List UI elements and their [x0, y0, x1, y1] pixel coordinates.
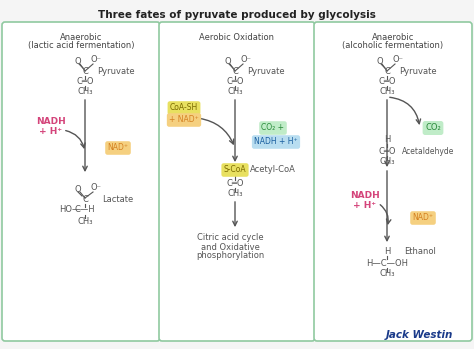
- Text: C═O: C═O: [378, 76, 396, 86]
- Text: NAD⁺: NAD⁺: [108, 143, 128, 153]
- Text: Acetyl-CoA: Acetyl-CoA: [250, 165, 296, 174]
- Text: CH₃: CH₃: [227, 190, 243, 199]
- Text: CH₃: CH₃: [77, 216, 93, 225]
- Text: Lactate: Lactate: [102, 195, 134, 205]
- Text: Citric acid cycle: Citric acid cycle: [197, 233, 264, 243]
- Text: and Oxidative: and Oxidative: [201, 243, 259, 252]
- Text: S-CoA: S-CoA: [224, 165, 246, 174]
- Text: H: H: [384, 247, 390, 257]
- Text: NADH + H⁺: NADH + H⁺: [254, 138, 298, 147]
- Text: + H⁺: + H⁺: [39, 127, 63, 136]
- Text: + H⁺: + H⁺: [354, 201, 376, 210]
- Text: NADH: NADH: [350, 191, 380, 200]
- FancyBboxPatch shape: [314, 22, 472, 341]
- Text: C: C: [82, 67, 88, 76]
- FancyBboxPatch shape: [159, 22, 315, 341]
- Text: NAD⁺: NAD⁺: [412, 214, 434, 223]
- Text: CoA-SH: CoA-SH: [170, 104, 198, 112]
- Text: C═O: C═O: [226, 178, 244, 187]
- Text: O⁻: O⁻: [91, 55, 101, 65]
- Text: CO₂ +: CO₂ +: [262, 124, 284, 133]
- Text: phosphorylation: phosphorylation: [196, 252, 264, 260]
- Text: (lactic acid fermentation): (lactic acid fermentation): [28, 41, 134, 50]
- Text: Three fates of pyruvate produced by glycolysis: Three fates of pyruvate produced by glyc…: [98, 10, 376, 20]
- Text: O: O: [75, 58, 82, 67]
- Text: Aerobic Oxidation: Aerobic Oxidation: [200, 33, 274, 42]
- Text: O⁻: O⁻: [240, 55, 252, 65]
- Text: C: C: [232, 67, 238, 76]
- Text: (alcoholic fermentation): (alcoholic fermentation): [342, 41, 444, 50]
- Text: Anaerobic: Anaerobic: [372, 33, 414, 42]
- Text: Ethanol: Ethanol: [404, 247, 436, 257]
- Text: + NAD⁺: + NAD⁺: [169, 116, 199, 125]
- Text: H—C—OH: H—C—OH: [366, 259, 408, 267]
- Text: CH₃: CH₃: [227, 88, 243, 97]
- Text: C═O: C═O: [76, 76, 94, 86]
- Text: Jack Westin: Jack Westin: [385, 330, 453, 340]
- Text: CH₃: CH₃: [379, 269, 395, 279]
- Text: H: H: [384, 135, 390, 144]
- Text: CH₃: CH₃: [379, 88, 395, 97]
- FancyBboxPatch shape: [2, 22, 160, 341]
- Text: CH₃: CH₃: [379, 157, 395, 166]
- Text: C═O: C═O: [226, 76, 244, 86]
- Text: C═O: C═O: [378, 147, 396, 156]
- Text: Anaerobic: Anaerobic: [60, 33, 102, 42]
- Text: NADH: NADH: [36, 118, 66, 126]
- Text: C—H: C—H: [75, 206, 95, 215]
- Text: Pyruvate: Pyruvate: [97, 67, 135, 76]
- Text: O: O: [75, 186, 82, 194]
- Text: O⁻: O⁻: [392, 55, 403, 65]
- Text: HO—: HO—: [59, 206, 81, 215]
- Text: O: O: [377, 58, 383, 67]
- Text: Pyruvate: Pyruvate: [399, 67, 437, 76]
- Text: O: O: [225, 58, 231, 67]
- Text: CO₂: CO₂: [425, 124, 441, 133]
- Text: C: C: [384, 67, 390, 76]
- Text: Pyruvate: Pyruvate: [247, 67, 285, 76]
- Text: C: C: [82, 195, 88, 205]
- Text: CH₃: CH₃: [77, 88, 93, 97]
- Text: O⁻: O⁻: [91, 184, 101, 193]
- Text: Acetaldehyde: Acetaldehyde: [402, 147, 454, 156]
